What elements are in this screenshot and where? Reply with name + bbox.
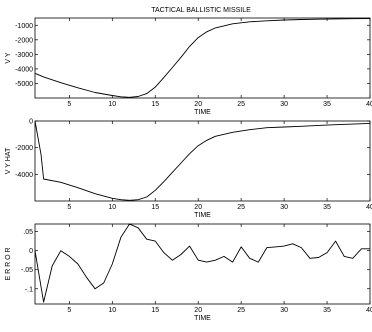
panel-3-x-tick-label: 10 xyxy=(108,307,116,314)
panel-1-y-tick-label: -2000 xyxy=(15,37,33,44)
panel-3-y-tick-label: .05 xyxy=(23,229,33,236)
panel-2-x-tick-label: 20 xyxy=(194,204,202,211)
panel-2-y-tick-label: 0 xyxy=(29,119,33,126)
panel-3-y-tick-label: -.05 xyxy=(21,267,33,274)
panel-3-x-tick-label: 20 xyxy=(194,307,202,314)
panel-3-x-tick-label: 5 xyxy=(67,307,71,314)
panel-1-x-tick-label: 10 xyxy=(108,101,116,108)
panel-1-y-tick-label: -3000 xyxy=(15,52,33,59)
panel-1-x-tick-label: 30 xyxy=(280,101,288,108)
panel-2-y-tick-label: -2000 xyxy=(15,145,33,152)
panel-2-series-line xyxy=(34,120,371,201)
panel-2-y-tick-label: -4000 xyxy=(15,172,33,179)
panel-1-x-tick-label: 35 xyxy=(323,101,331,108)
panel-2-x-tick-label: 15 xyxy=(151,204,159,211)
panel-3-series-line xyxy=(34,223,370,303)
panel-1-frame xyxy=(34,17,371,99)
panel-2-frame xyxy=(34,120,371,202)
panel-1-x-tick-label: 40 xyxy=(366,101,372,108)
panel-3-x-tick-label: 25 xyxy=(237,307,245,314)
panel-3-x-axis-label: TIME xyxy=(194,315,211,322)
panel-1-x-tick-label: 15 xyxy=(151,101,159,108)
panel-1-y-tick-label: -1000 xyxy=(15,23,33,30)
panel-1-x-tick-label: 5 xyxy=(67,101,71,108)
panel-3-x-tick-label: 30 xyxy=(280,307,288,314)
panel-1-y-tick-label: -5000 xyxy=(15,81,33,88)
panel-3-y-tick-label: 0 xyxy=(29,248,33,255)
panel-1-series-line xyxy=(34,18,371,98)
panel-1-y-tick-label: -4000 xyxy=(15,66,33,73)
figure-title: TACTICAL BALLISTIC MISSILE xyxy=(151,7,251,14)
panel-1-x-axis-label: TIME xyxy=(194,109,211,116)
panel-1-x-tick-label: 20 xyxy=(194,101,202,108)
panel-3-x-tick-label: 40 xyxy=(366,307,372,314)
panel-2-x-tick-label: 10 xyxy=(108,204,116,211)
panel-2-y-axis-label: V Y HAT xyxy=(5,147,12,174)
panel-2-x-tick-label: 5 xyxy=(67,204,71,211)
panel-2-x-tick-label: 30 xyxy=(280,204,288,211)
panel-3-y-axis-label: E R R O R xyxy=(5,247,12,280)
panel-3-y-tick-label: -.1 xyxy=(25,286,33,293)
panel-2-x-tick-label: 40 xyxy=(366,204,372,211)
panel-1-y-axis-label: V Y xyxy=(5,52,12,63)
panel-2-x-axis-label: TIME xyxy=(194,212,211,219)
panel-2-x-tick-label: 25 xyxy=(237,204,245,211)
panel-3-x-tick-label: 35 xyxy=(323,307,331,314)
panel-1-x-tick-label: 25 xyxy=(237,101,245,108)
panel-3-frame xyxy=(34,223,371,305)
panel-3-x-tick-label: 15 xyxy=(151,307,159,314)
panel-2-x-tick-label: 35 xyxy=(323,204,331,211)
